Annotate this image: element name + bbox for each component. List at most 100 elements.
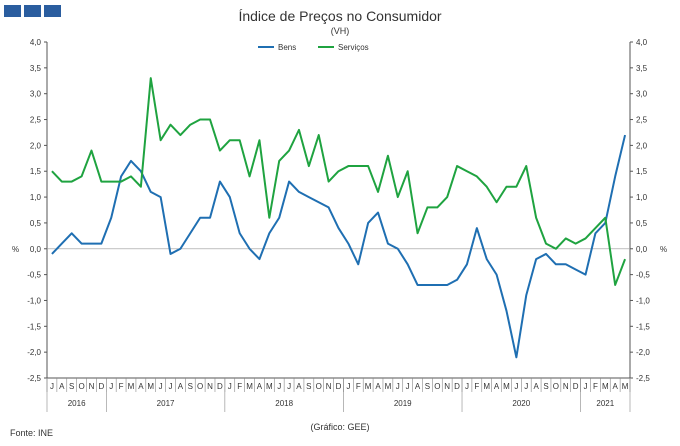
x-month-label: N (444, 382, 450, 391)
series-line-servicos (51, 77, 626, 286)
x-month-label: A (138, 382, 144, 391)
x-month-label: O (434, 382, 440, 391)
y-tick-label-left: 1,0 (30, 193, 42, 202)
x-month-label: F (119, 382, 124, 391)
x-month-label: S (425, 382, 430, 391)
y-tick-label-left: 0,5 (30, 219, 42, 228)
y-tick-label-right: 3,5 (636, 64, 648, 73)
y-tick-label-left: -1,0 (27, 296, 41, 305)
x-month-label: J (346, 382, 350, 391)
x-month-label: D (454, 382, 460, 391)
x-month-label: M (385, 382, 392, 391)
x-month-label: N (563, 382, 569, 391)
y-tick-label-left: 3,0 (30, 90, 42, 99)
x-month-label: J (169, 382, 173, 391)
x-month-label: A (613, 382, 619, 391)
x-month-label: O (78, 382, 84, 391)
x-month-label: J (109, 382, 113, 391)
x-month-label: A (494, 382, 500, 391)
x-month-label: M (365, 382, 372, 391)
x-year-label: 2018 (275, 399, 293, 408)
y-tick-label-left: -1,5 (27, 322, 41, 331)
x-month-label: J (524, 382, 528, 391)
y-tick-label-right: 2,5 (636, 116, 648, 125)
x-month-label: M (128, 382, 135, 391)
y-unit-left: % (12, 245, 19, 254)
x-month-label: D (217, 382, 223, 391)
y-tick-label-right: -1,5 (636, 322, 650, 331)
legend-label-bens: Bens (278, 43, 296, 52)
series-line-bens (51, 134, 627, 359)
x-month-label: M (246, 382, 253, 391)
x-month-label: D (573, 382, 579, 391)
y-tick-label-right: 0,0 (636, 245, 648, 254)
x-month-label: A (178, 382, 184, 391)
x-month-label: F (474, 382, 479, 391)
x-month-label: S (69, 382, 74, 391)
y-tick-label-right: 2,0 (636, 141, 648, 150)
chart-title: Índice de Preços no Consumidor (238, 8, 442, 24)
y-tick-label-left: 2,5 (30, 116, 42, 125)
x-month-label: F (593, 382, 598, 391)
y-tick-label-right: -1,0 (636, 296, 650, 305)
x-month-label: A (296, 382, 302, 391)
y-tick-label-left: 2,0 (30, 141, 42, 150)
x-month-label: O (316, 382, 322, 391)
x-month-label: A (533, 382, 539, 391)
y-tick-label-right: -2,0 (636, 348, 650, 357)
x-month-label: F (237, 382, 242, 391)
x-year-label: 2017 (157, 399, 175, 408)
x-month-label: J (287, 382, 291, 391)
x-month-label: J (159, 382, 163, 391)
x-month-label: J (228, 382, 232, 391)
y-tick-label-right: 4,0 (636, 38, 648, 47)
x-month-label: M (503, 382, 510, 391)
y-tick-label-right: 3,0 (636, 90, 648, 99)
ine-logo-icon (4, 5, 61, 17)
chart-subtitle: (VH) (330, 26, 350, 36)
x-month-label: J (277, 382, 281, 391)
x-month-label: D (98, 382, 104, 391)
y-tick-label-right: 0,5 (636, 219, 648, 228)
x-month-label: D (336, 382, 342, 391)
x-month-label: N (207, 382, 213, 391)
y-tick-label-left: 0,0 (30, 245, 42, 254)
y-tick-label-left: 1,5 (30, 167, 42, 176)
x-month-label: J (406, 382, 410, 391)
x-month-label: A (375, 382, 381, 391)
y-tick-label-left: 4,0 (30, 38, 42, 47)
y-tick-label-right: 1,0 (636, 193, 648, 202)
x-month-label: M (266, 382, 273, 391)
credit-note: (Gráfico: GEE) (310, 422, 370, 432)
x-month-label: A (257, 382, 263, 391)
y-tick-label-right: -0,5 (636, 271, 650, 280)
y-tick-label-left: -0,5 (27, 271, 41, 280)
x-month-label: J (465, 382, 469, 391)
x-month-label: J (50, 382, 54, 391)
source-note: Fonte: INE (10, 428, 54, 438)
y-tick-label-left: -2,5 (27, 374, 41, 383)
y-tick-label-left: -2,0 (27, 348, 41, 357)
x-year-label: 2019 (394, 399, 412, 408)
x-year-label: 2020 (512, 399, 530, 408)
legend-label-servicos: Serviços (338, 43, 369, 52)
y-tick-label-right: 1,5 (636, 167, 648, 176)
x-month-label: O (197, 382, 203, 391)
x-month-label: S (543, 382, 548, 391)
x-month-label: S (306, 382, 311, 391)
x-month-label: M (147, 382, 154, 391)
y-unit-right: % (660, 245, 667, 254)
y-tick-label-left: 3,5 (30, 64, 42, 73)
x-month-label: M (602, 382, 609, 391)
x-month-label: A (415, 382, 421, 391)
x-month-label: F (356, 382, 361, 391)
y-tick-label-right: -2,5 (636, 374, 650, 383)
x-month-label: M (483, 382, 490, 391)
x-month-label: O (553, 382, 559, 391)
x-month-label: N (326, 382, 332, 391)
x-month-label: J (514, 382, 518, 391)
x-month-label: A (59, 382, 65, 391)
x-month-label: M (622, 382, 629, 391)
x-month-label: N (89, 382, 95, 391)
